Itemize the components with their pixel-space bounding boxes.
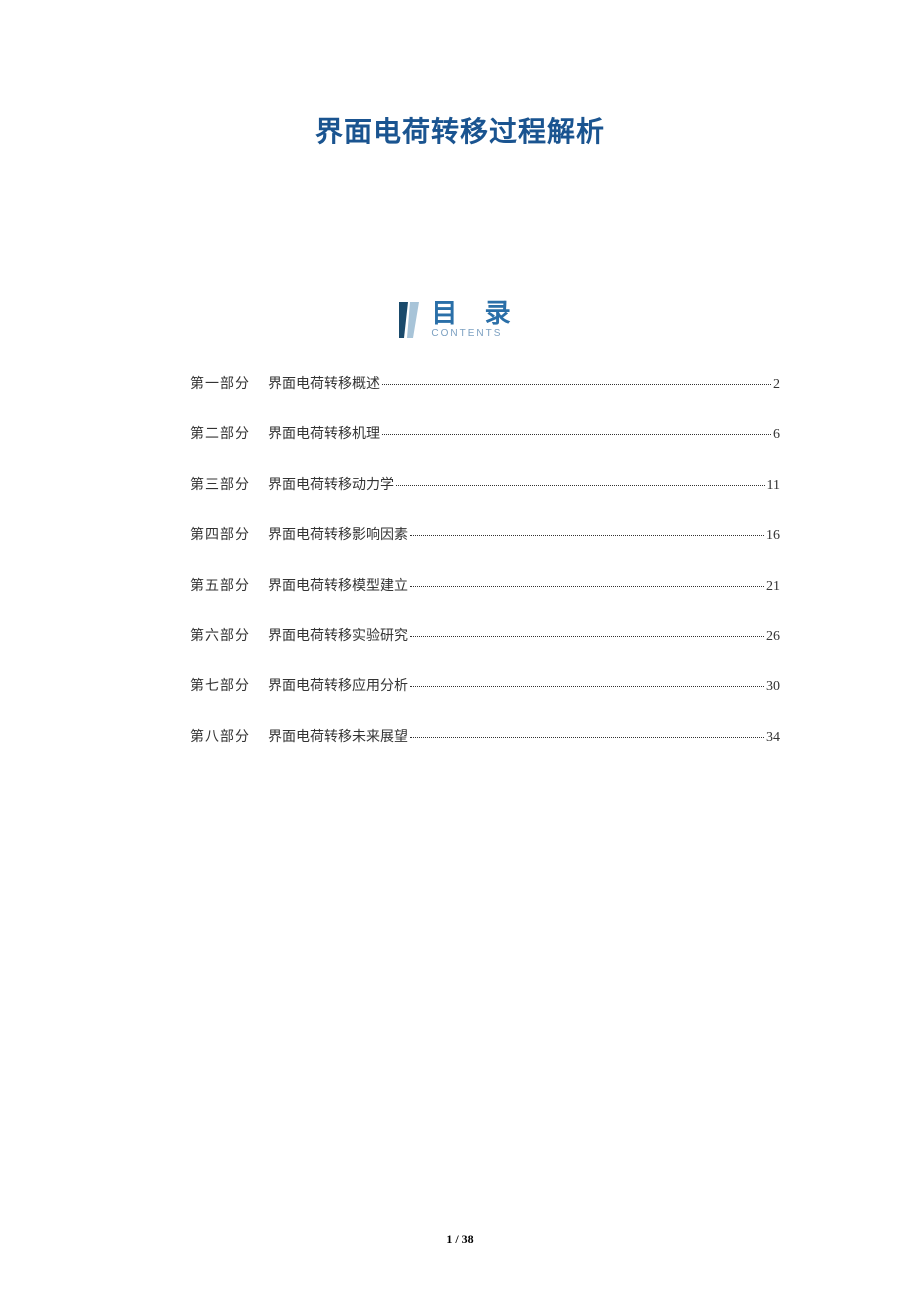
toc-entry[interactable]: 第一部分 界面电荷转移概述 2 <box>190 374 780 396</box>
toc-entry-title: 界面电荷转移模型建立 <box>268 576 408 598</box>
page-footer: 1 / 38 <box>0 1232 920 1247</box>
toc-page-number: 6 <box>773 424 780 446</box>
toc-bars-icon <box>399 302 421 338</box>
toc-page-number: 16 <box>766 525 780 547</box>
toc-part-label: 第四部分 <box>190 525 250 547</box>
toc-entry-title: 界面电荷转移动力学 <box>268 475 394 497</box>
toc-page-number: 34 <box>766 727 780 749</box>
toc-entry[interactable]: 第八部分 界面电荷转移未来展望 34 <box>190 727 780 749</box>
toc-page-number: 21 <box>766 576 780 598</box>
toc-leader-dots <box>410 586 764 587</box>
toc-entry[interactable]: 第六部分 界面电荷转移实验研究 26 <box>190 626 780 648</box>
toc-entry-title: 界面电荷转移未来展望 <box>268 727 408 749</box>
toc-entry-title: 界面电荷转移实验研究 <box>268 626 408 648</box>
document-title: 界面电荷转移过程解析 <box>115 110 805 150</box>
toc-page-number: 30 <box>766 676 780 698</box>
toc-leader-dots <box>410 535 764 536</box>
toc-entry[interactable]: 第四部分 界面电荷转移影响因素 16 <box>190 525 780 547</box>
toc-part-label: 第六部分 <box>190 626 250 648</box>
toc-title-group: 目 录 CONTENTS <box>431 300 520 339</box>
toc-entry-title: 界面电荷转移概述 <box>268 374 380 396</box>
toc-part-label: 第八部分 <box>190 727 250 749</box>
toc-part-label: 第三部分 <box>190 475 250 497</box>
toc-page-number: 2 <box>773 374 780 396</box>
toc-page-number: 26 <box>766 626 780 648</box>
toc-leader-dots <box>382 384 771 385</box>
document-page: 界面电荷转移过程解析 目 录 CONTENTS 第一部分 界面电荷转移概述 2 … <box>0 0 920 1302</box>
toc-entry[interactable]: 第七部分 界面电荷转移应用分析 30 <box>190 676 780 698</box>
toc-part-label: 第七部分 <box>190 676 250 698</box>
toc-leader-dots <box>410 636 764 637</box>
toc-title-english: CONTENTS <box>431 328 502 339</box>
toc-entry-title: 界面电荷转移影响因素 <box>268 525 408 547</box>
toc-title-chinese: 目 录 <box>431 300 520 326</box>
toc-entry-title: 界面电荷转移机理 <box>268 424 380 446</box>
toc-entry[interactable]: 第三部分 界面电荷转移动力学 11 <box>190 475 780 497</box>
toc-leader-dots <box>382 434 771 435</box>
toc-part-label: 第二部分 <box>190 424 250 446</box>
toc-leader-dots <box>396 485 765 486</box>
toc-entry[interactable]: 第五部分 界面电荷转移模型建立 21 <box>190 576 780 598</box>
page-separator: / <box>452 1232 461 1246</box>
toc-page-number: 11 <box>767 475 780 497</box>
toc-part-label: 第五部分 <box>190 576 250 598</box>
total-pages: 38 <box>462 1232 474 1246</box>
toc-part-label: 第一部分 <box>190 374 250 396</box>
toc-leader-dots <box>410 686 764 687</box>
toc-leader-dots <box>410 737 764 738</box>
toc-entry[interactable]: 第二部分 界面电荷转移机理 6 <box>190 424 780 446</box>
toc-list: 第一部分 界面电荷转移概述 2 第二部分 界面电荷转移机理 6 第三部分 界面电… <box>115 374 805 749</box>
toc-header: 目 录 CONTENTS <box>115 300 805 339</box>
toc-entry-title: 界面电荷转移应用分析 <box>268 676 408 698</box>
